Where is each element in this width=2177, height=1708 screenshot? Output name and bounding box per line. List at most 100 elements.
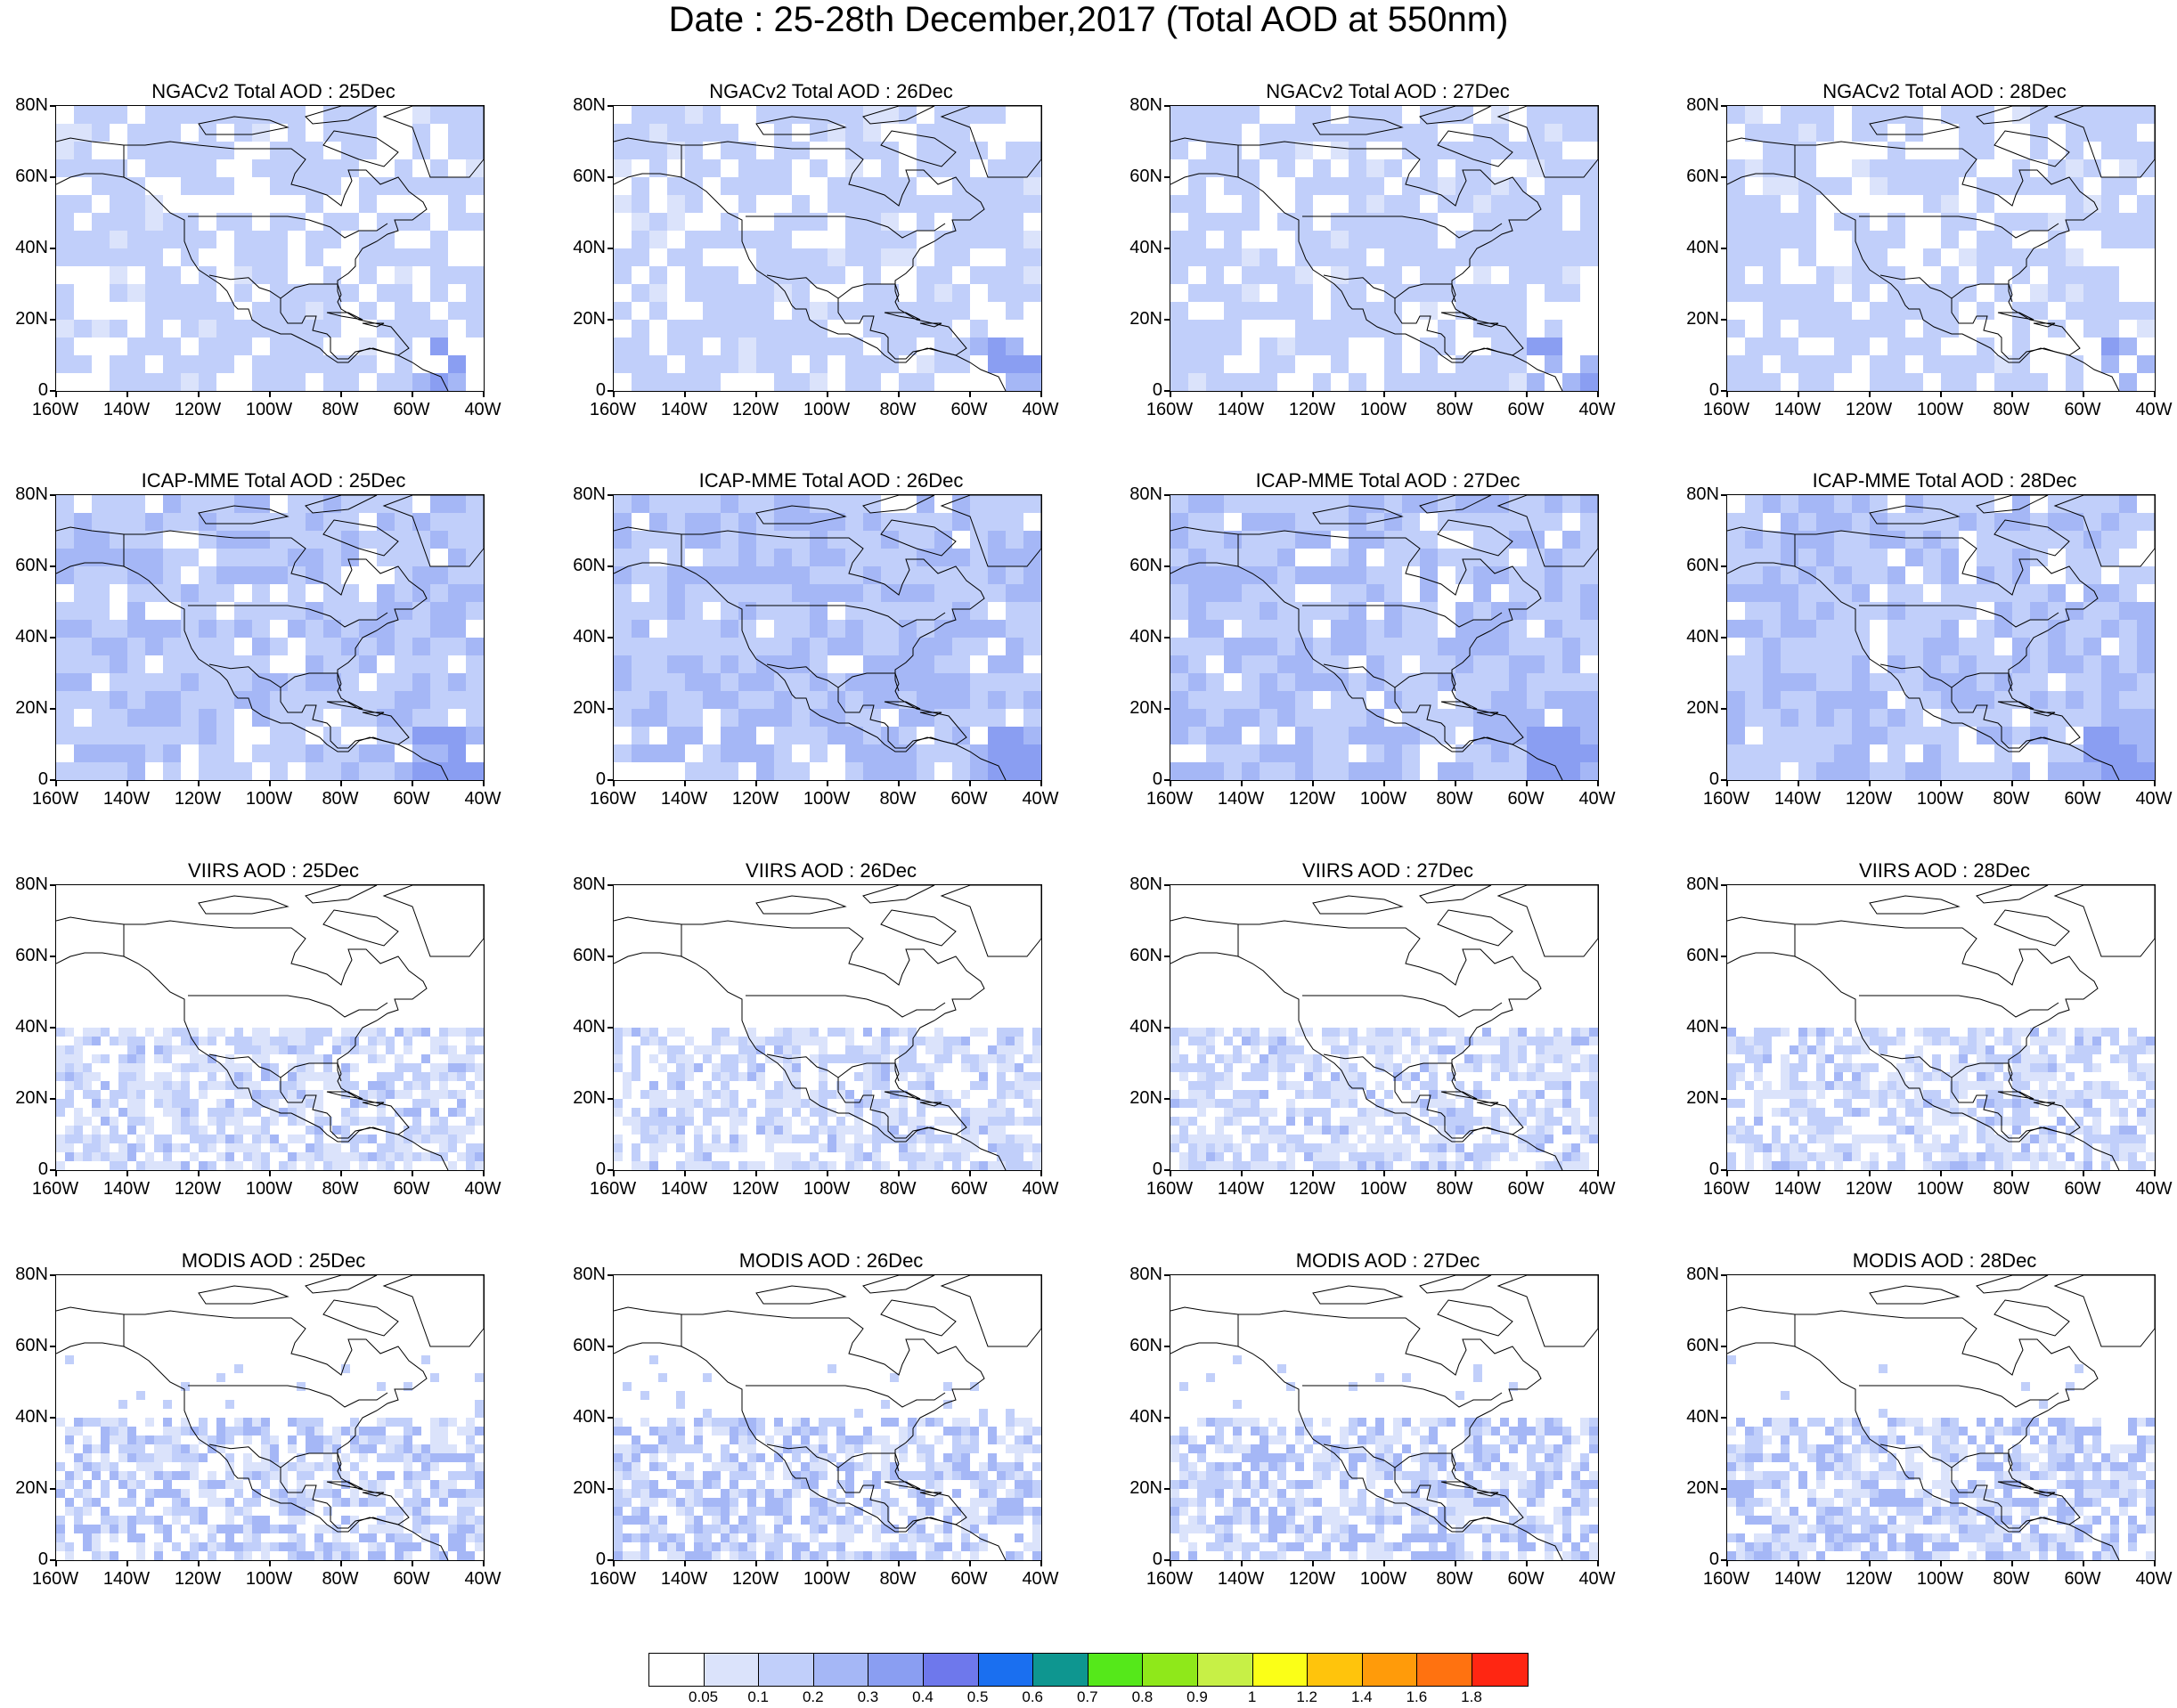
- lon-tick: [198, 1171, 200, 1176]
- lon-tick: [684, 392, 686, 397]
- lon-tick: [755, 1171, 757, 1176]
- lat-label: 0: [1152, 769, 1162, 789]
- lat-label: 60N: [573, 946, 606, 965]
- lat-label: 0: [1152, 380, 1162, 400]
- lat-tick: [1164, 105, 1170, 107]
- lat-label: 0: [37, 1159, 48, 1179]
- lon-tick: [483, 781, 485, 786]
- lon-tick: [2154, 1561, 2156, 1566]
- lat-label: 60N: [573, 1336, 606, 1355]
- map-panel: MODIS AOD : 28Dec 80N 60N 40N 20N 0 160W 140W 12…: [1686, 1249, 2177, 1623]
- lat-tick: [607, 779, 613, 781]
- lat-tick: [1164, 956, 1170, 957]
- lon-label: 60W: [393, 400, 430, 419]
- aod-field: [1727, 495, 2155, 780]
- aod-map: [55, 494, 485, 781]
- colorbar-label: 0.2: [802, 1688, 824, 1705]
- lon-tick: [126, 1171, 128, 1176]
- lat-label: 20N: [1129, 1088, 1162, 1108]
- lon-label: 160W: [31, 1179, 79, 1199]
- lat-tick: [50, 708, 55, 710]
- lon-label: 60W: [1507, 1569, 1545, 1589]
- lat-tick: [607, 1098, 613, 1100]
- lon-label: 100W: [245, 1569, 293, 1589]
- lon-tick: [1726, 1171, 1728, 1176]
- lat-label: 20N: [15, 1088, 48, 1108]
- lon-tick: [2083, 781, 2084, 786]
- colorbar-label: 1.6: [1406, 1688, 1428, 1705]
- lon-tick: [969, 781, 971, 786]
- lat-label: 20N: [1129, 698, 1162, 718]
- lat-tick: [50, 637, 55, 638]
- colorbar-swatch: [1417, 1654, 1472, 1686]
- lat-tick: [1721, 390, 1726, 392]
- lat-label: 40N: [15, 1017, 48, 1037]
- lat-tick: [1164, 390, 1170, 392]
- lat-label: 60N: [15, 167, 48, 186]
- lon-tick: [1597, 781, 1599, 786]
- colorbar-swatch: [1308, 1654, 1363, 1686]
- lon-tick: [969, 1561, 971, 1566]
- lat-tick: [50, 105, 55, 107]
- lon-tick: [898, 1561, 900, 1566]
- lon-label: 100W: [803, 1569, 851, 1589]
- lon-tick: [269, 781, 271, 786]
- lat-tick: [1721, 1488, 1726, 1490]
- lat-tick: [607, 565, 613, 567]
- lat-label: 80N: [15, 484, 48, 504]
- lat-label: 80N: [1129, 1265, 1162, 1284]
- lon-label: 160W: [1702, 1179, 1750, 1199]
- lon-label: 160W: [589, 1569, 637, 1589]
- lat-tick: [1721, 779, 1726, 781]
- lat-label: 0: [1152, 1159, 1162, 1179]
- aod-field: [1170, 106, 1598, 391]
- lon-tick: [1526, 392, 1528, 397]
- lon-tick: [340, 1171, 342, 1176]
- map-panel: NGACv2 Total AOD : 26Dec 80N 60N 40N 20N 0 160…: [573, 80, 1103, 454]
- coastline-outline: [1727, 106, 2155, 391]
- lon-tick: [412, 392, 413, 397]
- lat-label: 40N: [573, 627, 606, 647]
- lon-label: 120W: [731, 400, 779, 419]
- aod-map: [613, 1274, 1042, 1561]
- lat-label: 80N: [1686, 484, 1719, 504]
- aod-map: [1726, 494, 2156, 781]
- lat-tick: [1721, 1098, 1726, 1100]
- lon-tick: [483, 1561, 485, 1566]
- aod-field: [1727, 106, 2155, 391]
- lat-tick: [1164, 1274, 1170, 1276]
- map-panel: NGACv2 Total AOD : 28Dec 80N 60N 40N 20N 0 160…: [1686, 80, 2177, 454]
- lon-label: 80W: [879, 1569, 917, 1589]
- lon-tick: [1798, 1171, 1799, 1176]
- lon-tick: [269, 392, 271, 397]
- lat-label: 0: [595, 769, 606, 789]
- lon-label: 120W: [174, 1569, 222, 1589]
- lon-label: 40W: [1578, 1569, 1616, 1589]
- colorbar-swatch: [978, 1654, 1034, 1686]
- colorbar-label: 0.3: [857, 1688, 879, 1705]
- colorbar-swatch: [759, 1654, 814, 1686]
- lat-label: 60N: [1686, 1336, 1719, 1355]
- lon-label: 160W: [1146, 789, 1194, 809]
- lon-label: 40W: [2135, 789, 2173, 809]
- coastline-outline: [56, 885, 484, 1170]
- lon-tick: [2154, 1171, 2156, 1176]
- map-panel: NGACv2 Total AOD : 27Dec 80N 60N 40N 20N 0 160…: [1129, 80, 1659, 454]
- lon-tick: [969, 392, 971, 397]
- map-panel: VIIRS AOD : 27Dec 80N 60N 40N 20N 0 160W 140W 12…: [1129, 859, 1659, 1233]
- aod-field: [1727, 885, 2155, 1170]
- map-panel: ICAP-MME Total AOD : 27Dec 80N 60N 40N 20N 0 1…: [1129, 469, 1659, 843]
- map-panel: VIIRS AOD : 28Dec 80N 60N 40N 20N 0 160W 140W 12…: [1686, 859, 2177, 1233]
- lon-label: 160W: [31, 1569, 79, 1589]
- lon-tick: [1597, 1171, 1599, 1176]
- lon-tick: [1040, 781, 1042, 786]
- lat-label: 60N: [573, 167, 606, 186]
- lat-tick: [1164, 1559, 1170, 1561]
- lat-tick: [1164, 1098, 1170, 1100]
- lat-label: 0: [37, 380, 48, 400]
- aod-field: [1170, 495, 1598, 780]
- lat-label: 40N: [1129, 238, 1162, 257]
- lat-label: 40N: [1686, 1407, 1719, 1427]
- lon-label: 140W: [1773, 1569, 1822, 1589]
- lat-label: 0: [595, 380, 606, 400]
